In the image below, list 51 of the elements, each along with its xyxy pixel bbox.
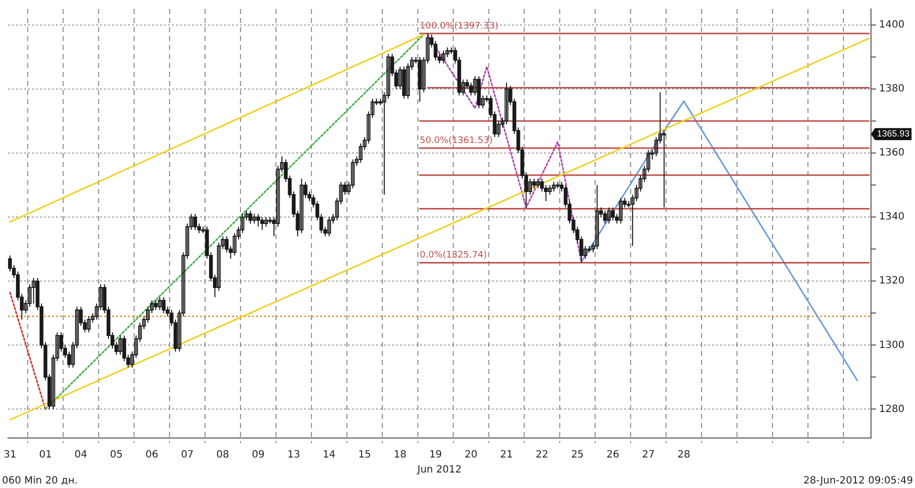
x-tick-label: 25: [571, 450, 584, 461]
x-tick-label: 07: [180, 450, 194, 461]
annotation: 100.0%(1397.33): [420, 21, 498, 32]
y-tick-label: 1320: [879, 276, 904, 287]
candlestick: [552, 181, 556, 192]
x-tick-label: 22: [536, 450, 548, 461]
x-tick-label: 13: [287, 450, 300, 461]
x-tick-label: 21: [500, 450, 513, 461]
x-tick-label: 31: [4, 450, 16, 461]
x-axis-title: Jun 2012: [416, 464, 462, 476]
text: 060 Min 20 дн.: [2, 476, 78, 487]
text: 1365.93: [877, 128, 910, 139]
candlestick: [595, 184, 600, 250]
candlestick: [504, 82, 508, 125]
x-tick-label: 06: [145, 450, 158, 461]
annotation: 50.0%(1361.53): [420, 136, 493, 146]
candlestick: [86, 316, 91, 333]
x-tick-label: 05: [110, 450, 123, 461]
y-tick-label: 1340: [879, 212, 904, 223]
y-tick-label: 1400: [879, 20, 904, 31]
candlestick: [442, 50, 446, 64]
x-tick-label: 14: [322, 450, 336, 461]
x-tick-label: 19: [429, 450, 442, 461]
candlestick: [528, 178, 532, 196]
x-tick-label: 09: [252, 450, 265, 461]
candlestick: [32, 277, 36, 304]
x-tick-label: 20: [464, 450, 478, 461]
x-tick-label: 27: [642, 450, 655, 461]
candlestick: [327, 216, 332, 237]
candlestick: [158, 296, 162, 310]
x-tick-label: 15: [358, 450, 371, 461]
y-tick-label: 1360: [879, 148, 904, 159]
y-tick-label: 1280: [879, 404, 904, 415]
candlestick: [618, 197, 623, 224]
candlestick: [300, 178, 304, 234]
text: 28-Jun-2012 09:05:49: [803, 476, 913, 487]
x-tick-label: 01: [39, 450, 52, 461]
x-tick-label: 18: [394, 450, 406, 461]
x-tick-label: 26: [606, 450, 620, 461]
candlestick: [548, 184, 552, 196]
x-tick-label: 28: [677, 450, 690, 461]
y-tick-label: 1380: [879, 84, 904, 95]
x-tick-label: 08: [216, 450, 230, 461]
candlestick: [536, 178, 540, 189]
x-tick-label: 04: [74, 450, 88, 461]
candlestick: [264, 216, 268, 228]
y-tick-label: 1300: [879, 340, 904, 351]
candlestick: [607, 206, 611, 224]
annotation: 0.0%(1325.74): [420, 250, 487, 261]
candlestick: [118, 335, 122, 356]
candlestick: [252, 213, 256, 224]
